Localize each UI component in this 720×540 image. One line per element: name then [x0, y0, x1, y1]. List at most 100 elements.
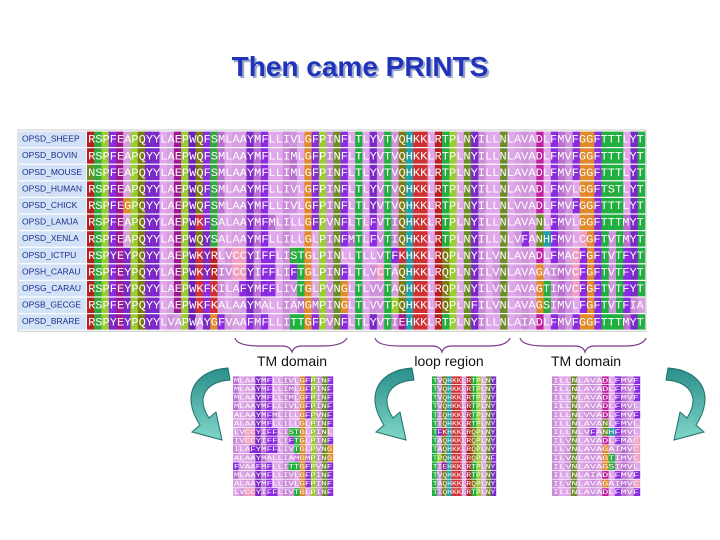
sequence: ILLNLVVADLFMVF: [553, 412, 640, 419]
residue-cell: [507, 264, 515, 280]
residue-cell: [405, 148, 414, 164]
residue-cell: [543, 181, 551, 197]
residue-cell: [289, 314, 298, 330]
residue-cell: [294, 471, 300, 479]
residue-cell: [507, 131, 515, 147]
residue-cell: [637, 131, 646, 147]
residue-cell: [434, 214, 443, 230]
residue-cell: [260, 247, 269, 264]
residue-cell: [623, 148, 631, 164]
residue-cell: [305, 436, 311, 445]
residue-cell: [436, 462, 443, 471]
residue-cell: [115, 131, 124, 147]
residue-cell: [231, 214, 240, 230]
name-cell: [19, 314, 86, 330]
residue-cell: [491, 453, 497, 462]
residue-cell: [210, 198, 218, 214]
residue-cell: [583, 453, 590, 462]
residue-cell: [451, 445, 457, 453]
residue-cell: [570, 419, 578, 428]
residue-cell: [461, 453, 467, 462]
residue-cell: [456, 198, 465, 214]
residue-cell: [87, 281, 95, 297]
residue-cell: [577, 453, 584, 462]
residue-cell: [217, 198, 225, 214]
residue-cell: [630, 148, 638, 164]
residue-cell: [608, 181, 617, 197]
residue-cell: [521, 297, 530, 313]
residue-cell: [347, 164, 356, 181]
residue-cell: [583, 445, 590, 453]
residue-cell: [602, 453, 609, 462]
residue-cell: [181, 164, 189, 181]
residue-cell: [391, 198, 399, 214]
sequence: MLAAYMFLLIVLGFPINF: [234, 403, 333, 410]
residue-cell: [570, 445, 578, 453]
residue-cell: [311, 164, 320, 181]
residue-cell: [570, 428, 578, 436]
residue-cell: [299, 419, 306, 428]
residue-cell: [594, 247, 602, 264]
residue-cell: [572, 297, 580, 313]
residue-cell: [616, 247, 624, 264]
residue-cell: [500, 281, 508, 297]
residue-cell: [369, 148, 378, 164]
residue-cell: [260, 462, 267, 471]
residue-cell: [231, 198, 240, 214]
residue-cell: [456, 419, 462, 428]
residue-cell: [413, 264, 421, 280]
residue-cell: [376, 214, 385, 230]
name-cell: [19, 131, 86, 147]
residue-cell: [231, 131, 240, 147]
residue-cell: [589, 436, 597, 445]
residue-cell: [283, 376, 289, 385]
residue-cell: [552, 393, 559, 402]
residue-cell: [461, 479, 467, 488]
residue-cell: [577, 488, 584, 496]
residue-cell: [275, 131, 283, 147]
residue-cell: [529, 148, 537, 164]
residue-cell: [521, 164, 530, 181]
residue-cell: [246, 231, 254, 247]
residue-cell: [268, 131, 276, 147]
residue-cell: [608, 131, 617, 147]
residue-cell: [577, 462, 584, 471]
residue-cell: [427, 131, 436, 147]
residue-cell: [305, 479, 311, 488]
residue-cell: [456, 428, 462, 436]
residue-cell: [471, 314, 479, 330]
residue-cell: [550, 297, 559, 313]
residue-cell: [492, 297, 501, 313]
residue-cell: [101, 231, 109, 247]
residue-cell: [594, 231, 602, 247]
residue-cell: [181, 181, 189, 197]
residue-cell: [596, 376, 603, 385]
residue-cell: [608, 376, 616, 385]
residue-cell: [621, 462, 628, 471]
residue-cell: [299, 410, 306, 419]
title: Then came PRINTS: [232, 51, 489, 82]
residue-cell: [217, 181, 225, 197]
residue-cell: [552, 385, 559, 393]
residue-cell: [616, 281, 624, 297]
residue-cell: [249, 479, 256, 488]
residue-cell: [434, 281, 443, 297]
residue-cell: [456, 164, 465, 181]
residue-cell: [173, 164, 182, 181]
sequence: ALAAYMFMLILLGFPVNF: [234, 412, 333, 419]
residue-cell: [327, 385, 334, 393]
residue-cell: [289, 247, 298, 264]
residue-cell: [621, 445, 628, 453]
residue-cell: [633, 419, 641, 428]
residue-cell: [260, 453, 267, 462]
residue-cell: [633, 479, 641, 488]
residue-cell: [565, 148, 573, 164]
residue-cell: [446, 419, 452, 428]
residue-cell: [311, 231, 320, 247]
residue-cell: [463, 131, 472, 147]
residue-cell: [602, 402, 609, 410]
residue-cell: [587, 247, 595, 264]
residue-cell: [318, 297, 327, 313]
residue-cell: [596, 471, 603, 479]
residue-cell: [238, 488, 245, 496]
